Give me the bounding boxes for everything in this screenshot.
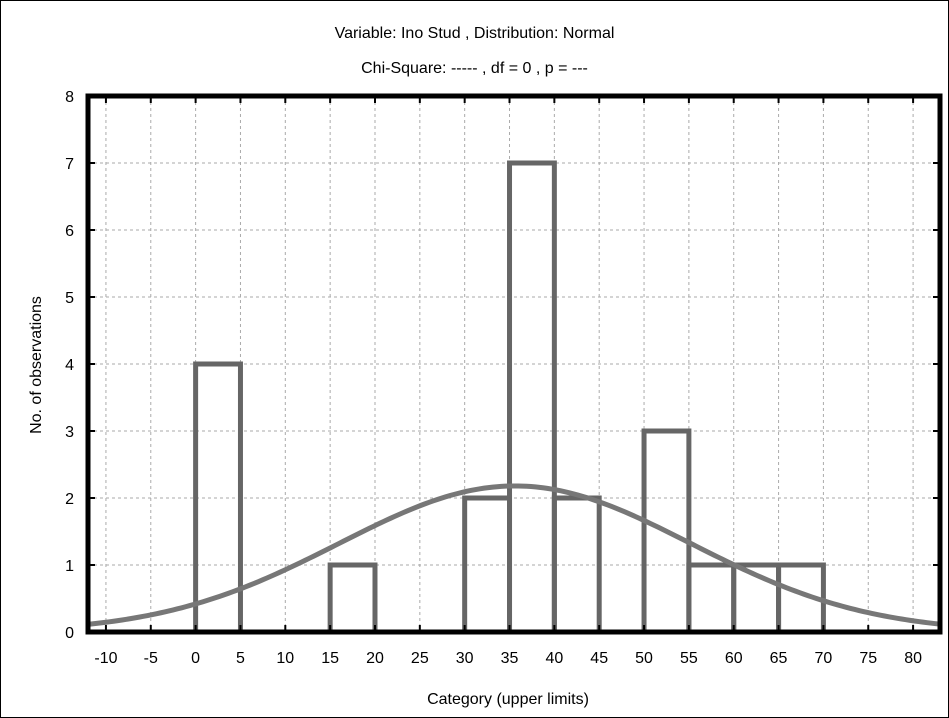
y-tick-label: 8: [65, 89, 74, 106]
chart-title: Variable: Ino Stud , Distribution: Norma…: [334, 25, 615, 42]
x-tick-label: 40: [545, 650, 563, 667]
x-tick-label: 75: [859, 650, 877, 667]
x-tick-label: 35: [501, 650, 519, 667]
x-tick-labels: -10 -5 0 5 10 15 20 25 30 35 40 45 50 55 60 65 70 75 80: [94, 650, 922, 667]
x-axis-label: Category (upper limits): [427, 691, 589, 708]
x-tick-label: 15: [321, 650, 339, 667]
x-tick-label: 80: [904, 650, 922, 667]
y-axis-label: No. of observations: [28, 296, 45, 434]
y-tick-label: 7: [65, 156, 74, 173]
x-tick-label: 70: [815, 650, 833, 667]
histogram-bar: [686, 562, 737, 635]
y-tick-label: 6: [65, 223, 74, 240]
y-tick-label: 3: [65, 424, 74, 441]
plot-frame: [85, 93, 943, 635]
x-tick-label: 45: [590, 650, 608, 667]
y-tick-label: 4: [65, 357, 74, 374]
y-tick-label: 2: [65, 491, 74, 508]
x-tick-label: 0: [191, 650, 200, 667]
histogram-bar: [327, 562, 378, 635]
x-tick-label: 5: [236, 650, 245, 667]
y-tick-label: 1: [65, 558, 74, 575]
normal-curve-group: [87, 483, 941, 627]
x-tick-label: -5: [144, 650, 158, 667]
x-tick-label: -10: [94, 650, 117, 667]
x-tick-label: 55: [680, 650, 698, 667]
x-tick-label: 10: [276, 650, 294, 667]
y-tick-label: 5: [65, 290, 74, 307]
x-tick-label: 65: [770, 650, 788, 667]
x-tick-label: 50: [635, 650, 653, 667]
normal-curve: [87, 483, 941, 627]
y-tick-labels: 0 1 2 3 4 5 6 7 8: [65, 89, 74, 642]
x-tick-label: 60: [725, 650, 743, 667]
plot-border: [85, 93, 943, 635]
histogram-bar: [507, 160, 557, 635]
y-tick-label: 0: [65, 625, 74, 642]
chart-subtitle: Chi-Square: ----- , df = 0 , p = ---: [361, 60, 588, 77]
x-tick-label: 20: [366, 650, 384, 667]
x-tick-label: 30: [456, 650, 474, 667]
x-tick-label: 25: [411, 650, 429, 667]
